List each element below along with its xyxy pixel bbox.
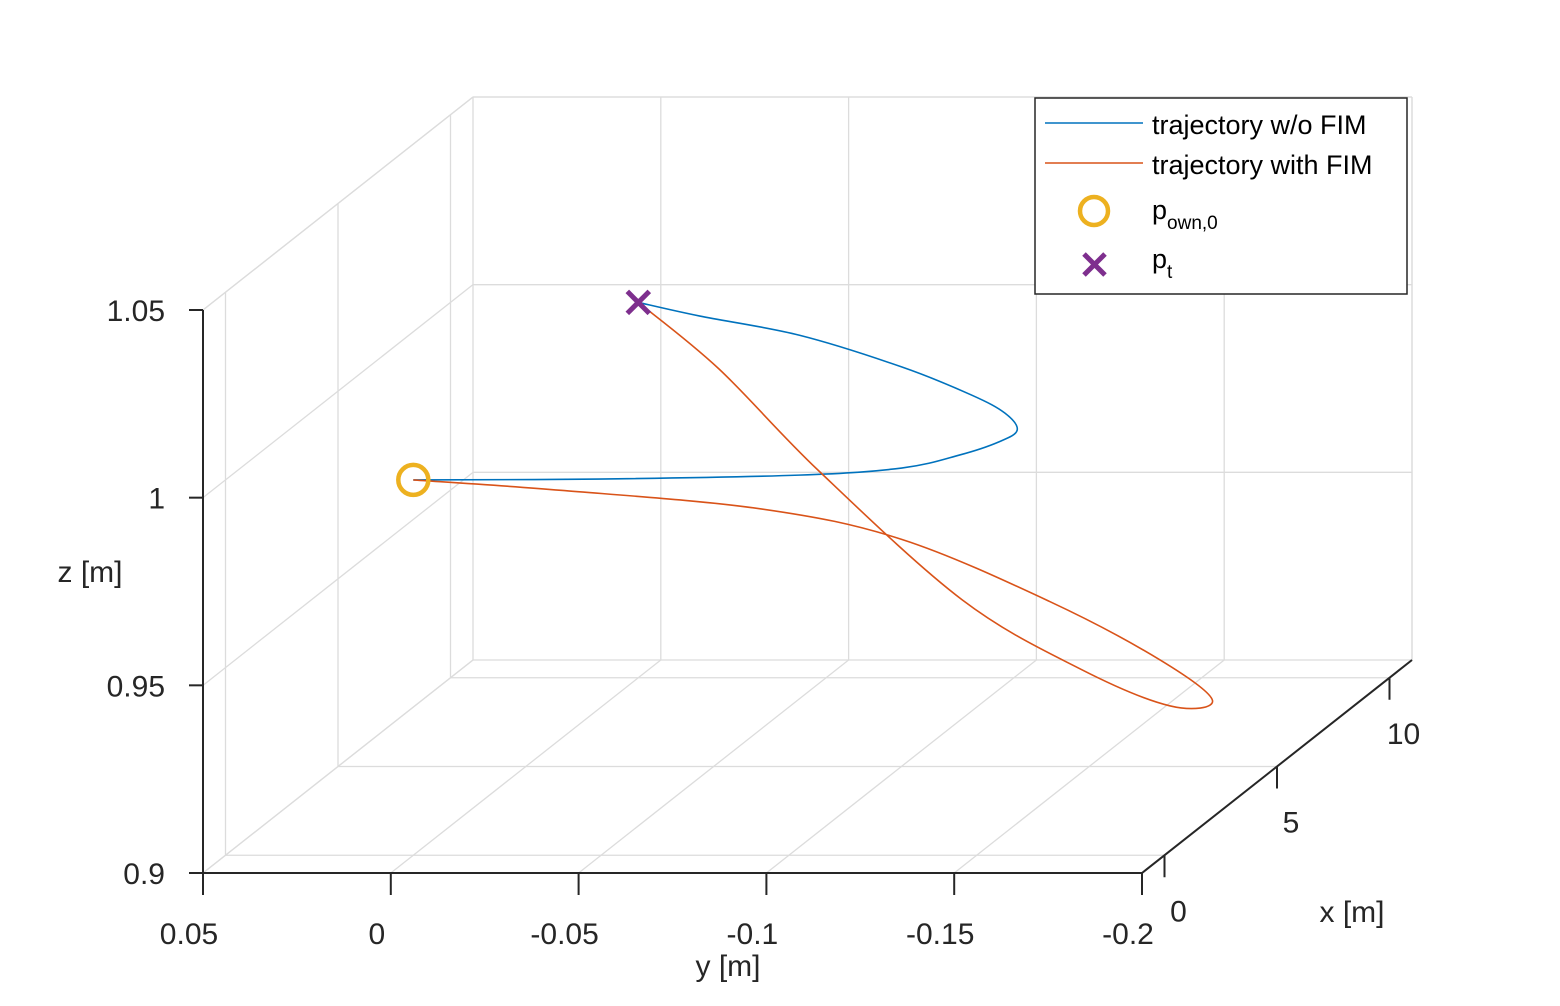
legend-label-p-t: pt [1152,244,1173,283]
z-tick-label: 0.9 [123,858,165,891]
x-tick-label: 5 [1283,807,1300,840]
legend-circle-marker-icon [1077,194,1111,228]
z-tick-label: 0.95 [107,670,165,703]
y-tick-label: 0.05 [160,918,218,951]
series [396,289,1214,710]
side-wall-gridline-z [202,284,474,499]
x-tick-label: 0 [1170,895,1187,928]
box-edge [202,96,474,311]
y-tick-label: 0 [368,918,385,951]
start-position-marker [396,462,431,498]
y-tick-label: -0.05 [530,918,598,951]
axes [189,309,1413,895]
x-axis-label: x [m] [1320,896,1385,929]
x-tick-label: 10 [1387,718,1420,751]
series-line-with-fim [413,301,1214,710]
z-axis-label: z [m] [58,556,123,589]
series-line-without-fim [413,301,1019,481]
tick-labels: 0.9 0.95 1 1.05 0.05 0 -0.05 -0.1 -0.15 -0.2 0 5 10 [107,295,1421,951]
legend: trajectory w/o FIM trajectory with FIM p… [1034,97,1408,295]
legend-label-with-fim: trajectory with FIM [1152,150,1373,180]
target-position-marker [625,289,652,316]
legend-label-p-own0: pown,0 [1152,195,1218,234]
legend-x-marker-icon [1082,252,1107,277]
y-tick-label: -0.2 [1102,918,1154,951]
y-tick-label: -0.15 [906,918,974,951]
y-axis-label: y [m] [696,950,761,983]
z-tick-label: 1.05 [107,295,165,328]
side-wall-gridline-z [202,471,474,686]
side-wall-gridline-z [202,659,474,874]
z-tick-label: 1 [148,483,165,516]
y-tick-label: -0.1 [727,918,779,951]
legend-label-without-fim: trajectory w/o FIM [1152,110,1367,140]
